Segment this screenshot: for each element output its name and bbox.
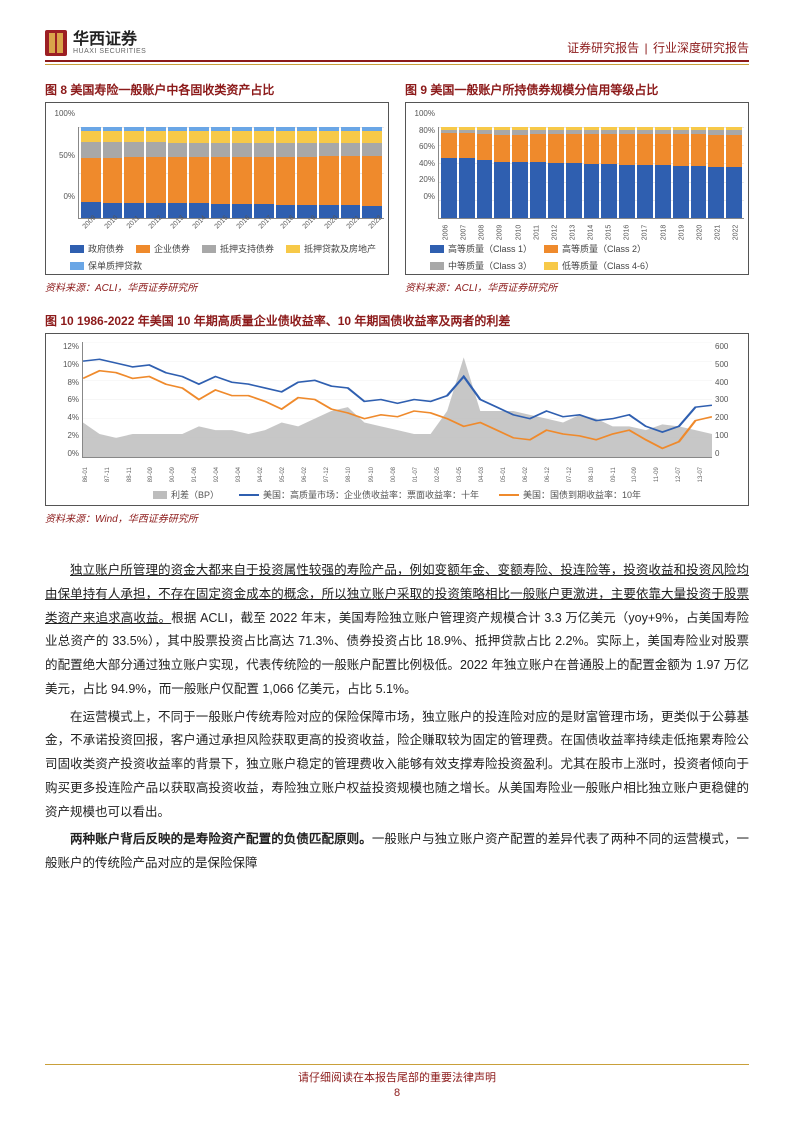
chart10-title: 图 10 1986-2022 年美国 10 年期高质量企业债收益率、10 年期国… — [45, 312, 749, 329]
chart10-panel: 图 10 1986-2022 年美国 10 年期高质量企业债收益率、10 年期国… — [45, 312, 749, 525]
brand-logo: 华西证券 HUAXI SECURITIES — [45, 30, 146, 56]
page-header: 华西证券 HUAXI SECURITIES 证券研究报告 | 行业深度研究报告 — [45, 30, 749, 62]
chart9-bars — [438, 127, 744, 219]
para-3-bold: 两种账户背后反映的是寿险资产配置的负债匹配原则。 — [70, 832, 372, 846]
header-right: 证券研究报告 | 行业深度研究报告 — [567, 39, 749, 56]
chart9-canvas: 100%80%60%40%20%0% — [410, 109, 744, 219]
para-3: 两种账户背后反映的是寿险资产配置的负债匹配原则。一般账户与独立账户资产配置的差异… — [45, 828, 749, 876]
header-category-a: 证券研究报告 — [567, 41, 639, 55]
chart10-legend: 利差（BP）美国：高质量市场：企业债收益率：票面收益率：十年美国：国债到期收益率… — [52, 488, 742, 501]
chart9-legend: 高等质量（Class 1）高等质量（Class 2）中等质量（Class 3）低… — [410, 242, 744, 272]
chart8-legend: 政府债券企业债券抵押支持债券抵押贷款及房地产保单质押贷款 — [50, 242, 384, 272]
chart9-panel: 图 9 美国一般账户所持债券规模分信用等级占比 100%80%60%40%20%… — [405, 81, 749, 294]
chart10-canvas: 12%10%8%6%4%2%0% 6005004003002001000 198… — [52, 342, 742, 482]
chart9-box: 100%80%60%40%20%0% 200620072008200920102… — [405, 102, 749, 275]
chart8-y-axis: 100%50%0% — [50, 109, 78, 201]
chart8-bars — [78, 127, 384, 219]
chart8-canvas: 100%50%0% — [50, 109, 384, 219]
chart10-source: 资料来源：Wind，华西证券研究所 — [45, 510, 749, 525]
chart9-source: 资料来源：ACLI，华西证券研究所 — [405, 279, 749, 294]
chart8-panel: 图 8 美国寿险一般账户中各固收类资产占比 100%50%0% 20092010… — [45, 81, 389, 294]
page-number: 8 — [45, 1087, 749, 1099]
para-2: 在运营模式上，不同于一般账户传统寿险对应的保险保障市场，独立账户的投连险对应的是… — [45, 706, 749, 825]
chart8-x-axis: 2009201020112012201320142015201620172018… — [78, 221, 384, 228]
chart-row-1: 图 8 美国寿险一般账户中各固收类资产占比 100%50%0% 20092010… — [45, 81, 749, 294]
para-1: 独立账户所管理的资金大都来自于投资属性较强的寿险产品，例如变额年金、变额寿险、投… — [45, 559, 749, 702]
chart10-x-axis: 1986-011987-111988-111989-091990-091991-… — [82, 462, 712, 482]
chart10-y-right: 6005004003002001000 — [712, 342, 742, 458]
body-text: 独立账户所管理的资金大都来自于投资属性较强的寿险产品，例如变额年金、变额寿险、投… — [45, 559, 749, 876]
chart9-y-axis: 100%80%60%40%20%0% — [410, 109, 438, 201]
chart10-y-left: 12%10%8%6%4%2%0% — [52, 342, 82, 458]
header-category-b: 行业深度研究报告 — [653, 41, 749, 55]
chart8-box: 100%50%0% 200920102011201220132014201520… — [45, 102, 389, 275]
logo-mark-icon — [45, 30, 67, 56]
chart8-title: 图 8 美国寿险一般账户中各固收类资产占比 — [45, 81, 389, 98]
chart8-source: 资料来源：ACLI，华西证券研究所 — [45, 279, 389, 294]
logo-cn: 华西证券 — [73, 32, 146, 48]
header-divider — [45, 64, 749, 65]
chart9-title: 图 9 美国一般账户所持债券规模分信用等级占比 — [405, 81, 749, 98]
chart10-plot — [82, 342, 712, 458]
header-sep-icon: | — [645, 41, 648, 55]
logo-en: HUAXI SECURITIES — [73, 48, 146, 55]
chart10-box: 12%10%8%6%4%2%0% 6005004003002001000 198… — [45, 333, 749, 506]
footer-disclaimer: 请仔细阅读在本报告尾部的重要法律声明 — [45, 1069, 749, 1085]
chart9-x-axis: 2006200720082009201020112012201320142015… — [438, 221, 744, 228]
page-footer: 请仔细阅读在本报告尾部的重要法律声明 8 — [45, 1064, 749, 1099]
